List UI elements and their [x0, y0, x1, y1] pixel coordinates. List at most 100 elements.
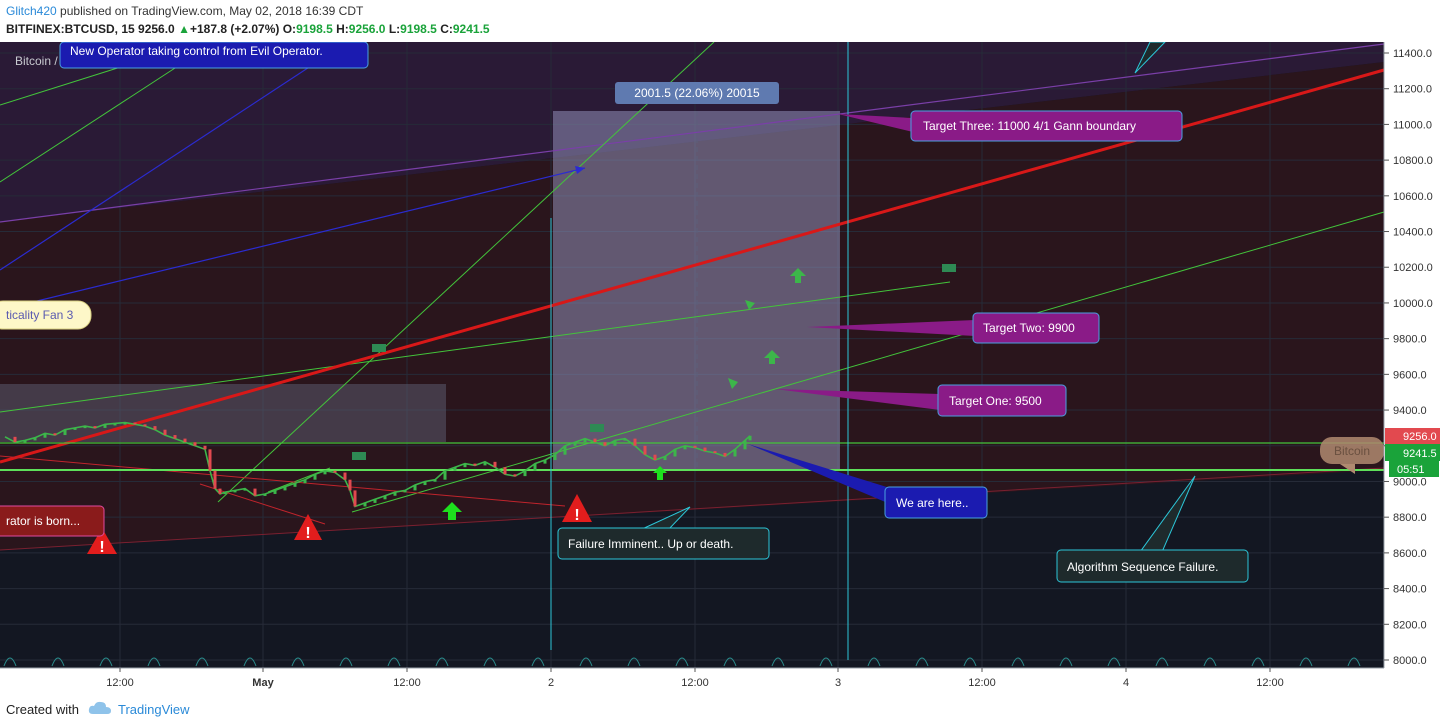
- price-axis[interactable]: [1384, 42, 1440, 668]
- close-label: C:: [440, 22, 453, 36]
- target-two-callout[interactable]: [972, 312, 1100, 344]
- low-label: L:: [388, 22, 401, 36]
- y-tick-label: 8000.0: [1393, 655, 1427, 667]
- x-tick-label: 12:00: [1256, 677, 1284, 689]
- y-tick-label: 9600.0: [1393, 369, 1427, 381]
- candle: [543, 460, 547, 464]
- up-arrow-icon: [442, 502, 462, 520]
- cycle-mark: [51, 657, 65, 667]
- candle: [143, 424, 147, 427]
- we-are-here-text: We are here..: [896, 496, 968, 510]
- target-three-callout[interactable]: [910, 110, 1183, 142]
- x-tick-label: May: [252, 677, 274, 689]
- candle: [723, 452, 727, 457]
- candle: [293, 483, 297, 487]
- warning-icon: [294, 514, 322, 540]
- cycle-mark: [963, 657, 977, 667]
- y-tick-label: 8600.0: [1393, 548, 1427, 560]
- candle: [593, 438, 597, 443]
- cycle-mark: [243, 657, 257, 667]
- candle: [353, 490, 357, 507]
- y-tick-label: 8800.0: [1393, 512, 1427, 524]
- cycle-mark: [195, 657, 209, 667]
- operator-callout[interactable]: [59, 41, 369, 69]
- candle: [23, 440, 27, 443]
- price-change: +187.8 (+2.07%): [189, 22, 280, 36]
- candle: [183, 438, 187, 443]
- x-tick-label: 2: [548, 677, 554, 689]
- high-label: H:: [336, 22, 349, 36]
- fan-callout[interactable]: [0, 300, 92, 330]
- cycle-mark: [675, 657, 689, 667]
- candle: [203, 445, 207, 450]
- bitcoin-tag[interactable]: [1320, 437, 1384, 464]
- candle: [348, 479, 352, 491]
- cycle-mark: [1251, 657, 1265, 667]
- candle: [748, 435, 752, 441]
- flag-icon: [590, 424, 604, 432]
- chart-svg[interactable]: ! ! ! Bitcoin / Dollar, 15, BITFINEX, He…: [0, 41, 1440, 690]
- created-with-text: Created with: [6, 702, 79, 717]
- open-label: O:: [282, 22, 297, 36]
- tradingview-cloud-icon[interactable]: [88, 700, 112, 721]
- we-are-here-callout[interactable]: [884, 486, 988, 519]
- candle: [373, 499, 377, 503]
- candle: [673, 449, 677, 457]
- y-tick-label: 10400.0: [1393, 227, 1433, 239]
- candle: [283, 486, 287, 491]
- chart-area[interactable]: ! ! ! Bitcoin / Dollar, 15, BITFINEX, He…: [0, 41, 1440, 690]
- warning-icons: ! ! !: [87, 494, 592, 556]
- candle: [653, 454, 657, 461]
- algo-callout[interactable]: [1056, 549, 1249, 583]
- candle: [243, 488, 247, 491]
- cycle-mark: [723, 657, 737, 667]
- cycle-mark: [435, 657, 449, 667]
- upper-boundary-line: [0, 43, 1385, 223]
- operator-text: New Operator taking control from Evil Op…: [70, 44, 323, 58]
- up-arrow-icon: [653, 466, 667, 480]
- candle: [113, 423, 117, 426]
- born-callout[interactable]: [0, 505, 105, 537]
- candle: [413, 485, 417, 491]
- candle: [133, 422, 137, 425]
- cycle-marks: [3, 657, 1361, 667]
- up-arrow-icon: ▲: [178, 22, 190, 36]
- candle: [153, 426, 157, 430]
- candle: [393, 492, 397, 496]
- candle: [253, 488, 257, 496]
- candle: [523, 470, 527, 477]
- candle: [33, 437, 37, 441]
- candle: [63, 429, 67, 436]
- up-arrow-icon: [790, 268, 806, 283]
- candle: [693, 445, 697, 448]
- candle: [713, 451, 717, 454]
- born-text: rator is born...: [6, 514, 80, 528]
- candle: [493, 461, 497, 468]
- measure-label[interactable]: [615, 82, 779, 104]
- cycle-mark: [387, 657, 401, 667]
- price-axis-ticks: 11400.0 11200.0 11000.0 10800.0 10600.0 10400…: [1384, 48, 1433, 667]
- target-one-callout[interactable]: [937, 384, 1067, 417]
- candle: [73, 427, 77, 430]
- cycle-mark: [771, 657, 785, 667]
- candle: [703, 447, 707, 452]
- failure-callout[interactable]: [557, 527, 770, 560]
- candle: [563, 445, 567, 455]
- candle: [583, 438, 587, 443]
- chart-header: Glitch420 published on TradingView.com, …: [0, 0, 1440, 42]
- candle: [643, 445, 647, 455]
- y-tick-label: 11200.0: [1393, 84, 1432, 96]
- y-tick-label: 9800.0: [1393, 334, 1427, 346]
- close-price-tag: [1385, 444, 1440, 461]
- author-link[interactable]: Glitch420: [6, 4, 57, 18]
- flag-icons: [352, 264, 956, 460]
- publish-line: Glitch420 published on TradingView.com, …: [6, 4, 363, 18]
- candle: [273, 490, 277, 494]
- candle: [303, 479, 307, 484]
- time-axis[interactable]: [0, 668, 1440, 690]
- candle: [623, 438, 627, 441]
- cycle-mark: [1299, 657, 1313, 667]
- tradingview-link[interactable]: TradingView: [118, 702, 190, 717]
- candle: [313, 474, 317, 480]
- candle: [403, 490, 407, 493]
